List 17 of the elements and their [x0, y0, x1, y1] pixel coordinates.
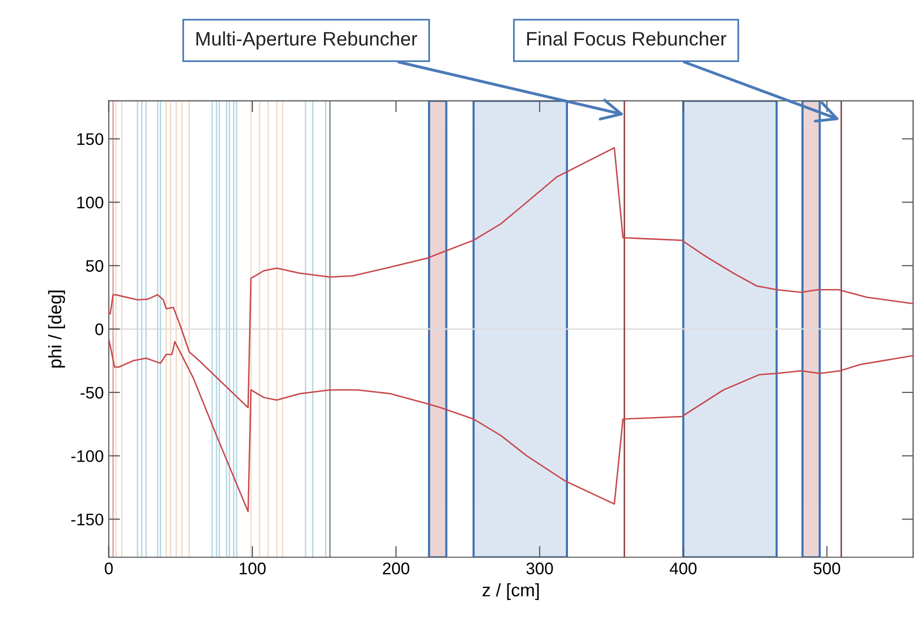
- y-tick-label: -150: [71, 514, 104, 526]
- y-tick-label: 100: [77, 196, 104, 208]
- annotation: Final Focus Rebuncher: [527, 31, 726, 46]
- x-axis-title: z / [cm]: [482, 583, 539, 600]
- x-tick-label: 0: [104, 562, 113, 574]
- y-tick-label: 0: [95, 323, 104, 336]
- x-tick-label: 500: [814, 562, 840, 574]
- x-tick-label: 400: [670, 562, 697, 574]
- y-tick-label: 50: [86, 260, 104, 272]
- annotation: Multi-Aperture Rebuncher: [196, 31, 418, 50]
- y-tick-label: -50: [80, 386, 104, 399]
- x-tick-label: 300: [526, 562, 553, 574]
- y-tick-label: 150: [77, 133, 104, 146]
- x-tick-label: 100: [240, 562, 266, 574]
- y-axis-title: phi / [deg]: [48, 290, 65, 368]
- y-tick-label: -100: [71, 450, 104, 462]
- x-tick-label: 200: [382, 562, 410, 574]
